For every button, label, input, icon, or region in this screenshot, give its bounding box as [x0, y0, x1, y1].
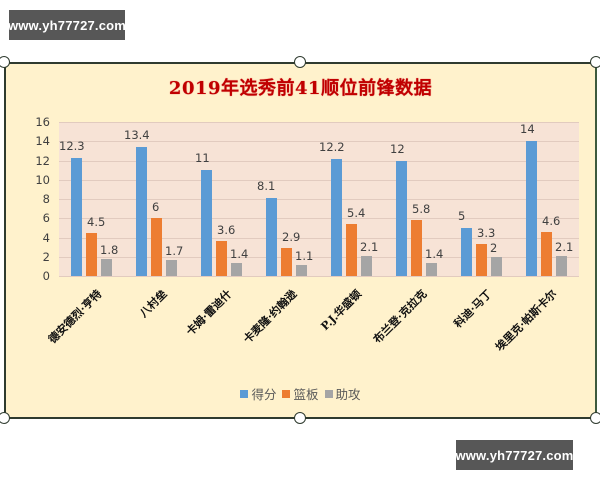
data-label: 13.4 [124, 128, 150, 143]
bar-rebounds[interactable] [151, 218, 162, 276]
gridline [59, 122, 579, 123]
resize-handle-bottom-right[interactable] [590, 412, 600, 424]
gridline [59, 160, 579, 162]
data-label: 5 [458, 208, 466, 223]
y-tick-label: 2 [42, 249, 50, 264]
bar-points[interactable] [266, 198, 277, 276]
gridline [59, 218, 579, 220]
data-label: 8.1 [257, 179, 276, 194]
bar-points[interactable] [526, 141, 537, 276]
data-label: 1.4 [425, 246, 444, 261]
legend-label: 得分 [251, 387, 277, 402]
legend-swatch-icon [324, 389, 333, 398]
legend-label: 助攻 [335, 387, 361, 402]
gridline [59, 199, 579, 200]
legend-swatch-icon [282, 389, 291, 398]
data-label: 1.8 [100, 242, 119, 257]
chart-title: 2019年选秀前41顺位前锋数据 [168, 78, 433, 99]
bar-assists[interactable] [361, 255, 372, 276]
y-tick-label: 16 [35, 115, 50, 129]
gridline [59, 256, 579, 258]
bar-points[interactable] [136, 147, 147, 276]
watermark-top: www.yh77727.com [8, 10, 126, 40]
x-category-label: 卡麦隆·约翰逊 [240, 287, 300, 346]
data-label: 2.1 [555, 239, 574, 254]
data-label: 11 [195, 151, 210, 166]
bar-points[interactable] [71, 157, 82, 276]
bar-rebounds[interactable] [476, 244, 487, 276]
resize-handle-top-right[interactable] [590, 56, 600, 68]
bar-points[interactable] [331, 158, 342, 276]
resize-handle-top-left[interactable] [0, 56, 10, 68]
y-tick-label: 8 [42, 192, 50, 206]
bar-rebounds[interactable] [281, 248, 292, 276]
gridline [59, 276, 579, 277]
resize-handle-bottom-center[interactable] [294, 412, 306, 424]
y-tick-label: 14 [35, 134, 50, 149]
y-tick-label: 10 [35, 172, 50, 187]
y-tick-label: 4 [42, 230, 50, 245]
bar-points[interactable] [201, 170, 212, 276]
gridline [59, 179, 579, 181]
bar-rebounds[interactable] [216, 241, 227, 276]
legend: 得分 篮板 助攻 [6, 384, 595, 403]
data-label: 1.4 [230, 246, 249, 261]
data-label: 2.1 [360, 239, 379, 254]
y-tick-label: 0 [42, 269, 50, 283]
x-category-label: P.J.华盛顿 [318, 287, 365, 334]
data-label: 12 [390, 141, 405, 156]
legend-item-points[interactable]: 得分 [240, 384, 276, 403]
data-label: 1.1 [295, 249, 314, 264]
data-label: 5.8 [412, 202, 431, 217]
bar-assists[interactable] [231, 262, 242, 276]
data-label: 3.6 [217, 223, 236, 238]
data-label: 14 [520, 122, 535, 137]
gridline [59, 141, 579, 143]
bar-points[interactable] [396, 160, 407, 276]
bar-rebounds[interactable] [541, 231, 552, 276]
data-label: 3.3 [477, 226, 496, 241]
data-label: 1.7 [165, 243, 184, 258]
legend-label: 篮板 [293, 387, 319, 402]
plot-area: 12.3 4.5 1.8 13.4 6 1.7 11 3.6 1.4 8.1 2.9 1.1 12.2 5… [59, 122, 579, 277]
gridline [59, 237, 579, 239]
y-tick-label: 12 [35, 153, 50, 168]
legend-item-rebounds[interactable]: 篮板 [282, 384, 319, 403]
bar-assists[interactable] [491, 256, 502, 276]
legend-item-assists[interactable]: 助攻 [324, 384, 361, 403]
data-label: 4.6 [542, 213, 561, 228]
bar-assists[interactable] [166, 259, 177, 276]
bar-assists[interactable] [296, 265, 307, 276]
bar-assists[interactable] [426, 262, 437, 276]
data-label: 5.4 [347, 206, 366, 221]
bar-points[interactable] [461, 227, 472, 276]
x-category-label: 埃里克·帕斯卡尔 [492, 287, 560, 354]
x-category-label: 八村垒 [136, 287, 170, 320]
y-tick-label: 6 [42, 211, 50, 226]
bar-rebounds[interactable] [411, 220, 422, 276]
resize-handle-top-center[interactable] [294, 56, 306, 68]
resize-handle-bottom-left[interactable] [0, 412, 10, 424]
bar-assists[interactable] [101, 258, 112, 276]
bar-rebounds[interactable] [86, 232, 97, 276]
data-label: 12.3 [59, 138, 85, 153]
bar-rebounds[interactable] [346, 224, 357, 276]
x-category-label: 布兰登·克拉克 [370, 287, 430, 346]
data-label: 4.5 [87, 214, 106, 229]
data-label: 6 [152, 200, 160, 215]
x-category-label: 卡姆·雷迪什 [183, 287, 235, 339]
data-label: 2 [490, 240, 498, 255]
bar-assists[interactable] [556, 255, 567, 276]
x-category-label: 德安德烈·亨特 [45, 287, 105, 346]
data-label: 2.9 [282, 230, 301, 245]
data-label: 12.2 [319, 139, 345, 154]
chart-frame: 2019年选秀前41顺位前锋数据 0 2 4 6 8 10 12 14 16 12.3 4.5 1.… [4, 62, 597, 419]
legend-swatch-icon [240, 389, 249, 398]
x-category-label: 科迪·马丁 [451, 287, 495, 331]
watermark-bottom: www.yh77727.com [455, 440, 573, 470]
